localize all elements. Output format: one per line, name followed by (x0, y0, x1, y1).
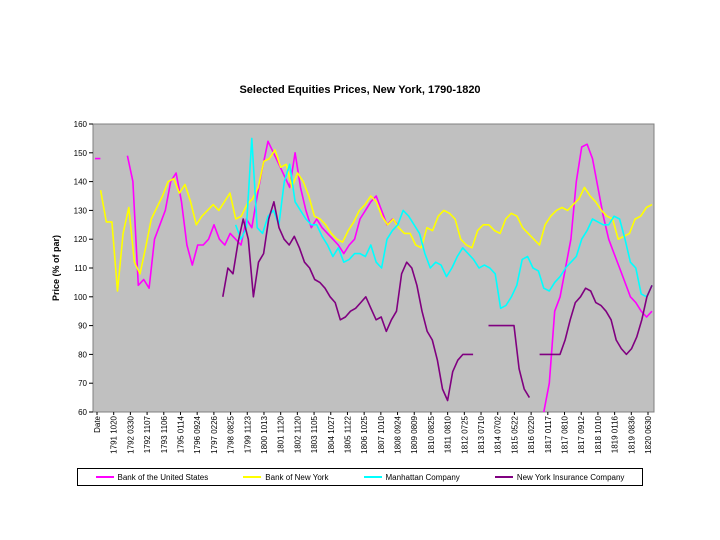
x-tick-label: 1802 1120 (293, 415, 302, 453)
x-tick-label: 1792 1107 (143, 415, 152, 453)
x-tick-label: 1814 0702 (494, 415, 503, 453)
x-tick-label: 1791 1020 (110, 415, 119, 453)
x-tick-label: 1799 1123 (243, 415, 252, 453)
legend-entry-bank-of-new-york: Bank of New York (243, 473, 328, 482)
x-tick-label: 1817 0912 (577, 415, 586, 453)
x-tick-label: 1795 0114 (176, 415, 185, 453)
legend-swatch (243, 476, 262, 478)
y-tick-label: 150 (74, 149, 88, 158)
x-tick-label: 1797 0226 (210, 415, 219, 453)
legend-entry-new-york-insurance-company: New York Insurance Company (494, 472, 625, 482)
x-tick-label: 1806 1025 (360, 415, 369, 453)
series-lines (95, 137, 653, 413)
x-tick-label: 1815 0522 (510, 415, 519, 453)
x-tick-label: 1796 0924 (193, 415, 202, 453)
x-tick-label: 1792 0330 (126, 415, 135, 453)
x-tick-label: Date (93, 415, 102, 432)
y-tick-label: 130 (74, 206, 88, 215)
x-tick-label: 1818 1010 (594, 415, 603, 453)
legend-entry-manhattan-company: Manhattan Company (363, 472, 460, 482)
y-tick-label: 80 (78, 350, 87, 359)
x-tick-label: 1819 0836 (627, 415, 636, 453)
x-tick-label: 1810 0825 (427, 415, 436, 453)
legend-swatch (95, 476, 114, 478)
legend-swatch (494, 476, 513, 478)
legend-label: New York Insurance Company (516, 472, 625, 482)
legend-entry-bank-of-the-united-states: Bank of the United States (95, 472, 209, 482)
plot-area (92, 123, 655, 413)
x-tick-label: 1809 0809 (410, 415, 419, 453)
x-tick-label: 1808 0924 (394, 415, 403, 453)
x-tick-label: 1801 1120 (277, 415, 286, 453)
y-tick-label: 90 (78, 322, 87, 331)
x-tick-label: 1811 0810 (444, 415, 453, 453)
series-line-bank-of-new-york (99, 149, 653, 292)
legend: Bank of the United States Bank of New Yo… (77, 468, 643, 486)
series-line-manhattan-company (234, 137, 653, 310)
x-axis-ticks: Date 1791 1020 1792 0330 1792 1107 1793 1106… (93, 412, 653, 454)
x-tick-label: 1819 0116 (611, 415, 620, 453)
chart-title: Selected Equities Prices, New York, 1790… (239, 84, 481, 96)
x-tick-label: 1816 0220 (527, 415, 536, 453)
x-tick-label: 1805 1122 (343, 415, 352, 453)
series-line-new-york-insurance-company (222, 201, 653, 402)
x-tick-label: 1807 1010 (377, 415, 386, 453)
x-tick-label: 1812 0725 (460, 415, 469, 453)
x-tick-label: 1800 1013 (260, 415, 269, 453)
y-tick-label: 110 (74, 264, 87, 273)
legend-swatch (363, 476, 382, 478)
y-tick-label: 120 (74, 235, 88, 244)
x-tick-label: 1813 0710 (477, 415, 486, 453)
legend-label: Manhattan Company (385, 472, 460, 482)
y-tick-label: 70 (78, 379, 87, 388)
y-tick-label: 60 (78, 408, 87, 417)
x-tick-label: 1793 1106 (160, 415, 169, 453)
x-tick-label: 1820 0630 (644, 415, 653, 453)
legend-label: Bank of New York (265, 472, 329, 482)
y-tick-label: 160 (74, 120, 88, 129)
x-tick-label: 1817 0810 (561, 415, 570, 453)
y-tick-label: 100 (74, 293, 88, 302)
x-tick-label: 1817 0117 (544, 415, 553, 453)
x-tick-label: 1804 1027 (327, 415, 336, 453)
x-tick-label: 1803 1105 (310, 415, 319, 453)
legend-label: Bank of the United States (117, 472, 209, 482)
y-tick-label: 140 (74, 178, 88, 187)
y-axis-ticks: 60 70 80 90 100 110 120 130 140 150 160 (74, 120, 93, 417)
x-tick-label: 1798 0825 (227, 415, 236, 453)
